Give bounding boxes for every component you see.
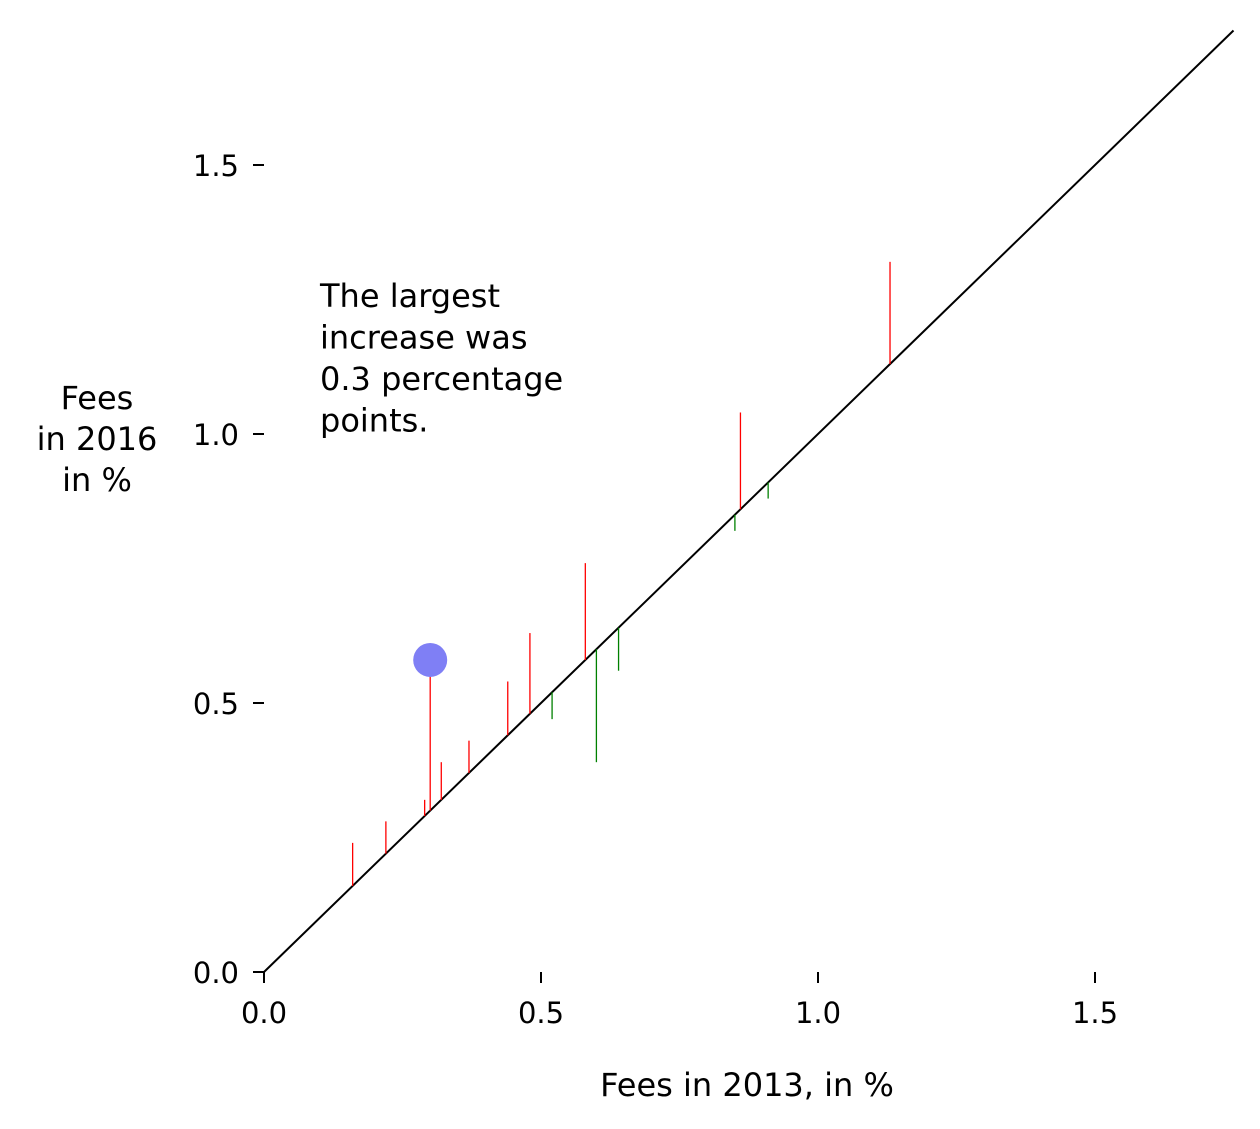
annotation-line: 0.3 percentage [320,360,563,398]
y-axis-title: Fees in 2016 in % [37,379,158,499]
annotation-line: points. [320,402,428,440]
x-tick-label: 0.5 [518,996,564,1030]
fee-change-segments [351,261,891,886]
annotation-text: The largest increase was 0.3 percentage poi… [319,277,563,440]
y-axis-title-line: Fees [61,379,134,417]
axes: 0.0 0.5 1.0 1.5 0.0 0.5 1.0 1.5 [193,149,1118,1030]
diagonal-reference-line [263,29,1235,973]
annotation-line: The largest [319,277,500,315]
x-tick-label: 1.5 [1072,996,1118,1030]
highlight-point [413,642,448,677]
y-tick-label: 1.5 [193,149,239,183]
y-axis-title-line: in % [62,461,132,499]
y-tick-label: 0.5 [193,687,239,721]
x-tick-label: 1.0 [795,996,841,1030]
y-tick-label: 1.0 [193,418,239,452]
annotation-line: increase was [320,319,528,357]
x-tick-label: 0.0 [241,996,287,1030]
y-tick-label: 0.0 [193,956,239,990]
x-axis-title: Fees in 2013, in % [600,1066,894,1104]
y-axis-title-line: in 2016 [37,420,158,458]
